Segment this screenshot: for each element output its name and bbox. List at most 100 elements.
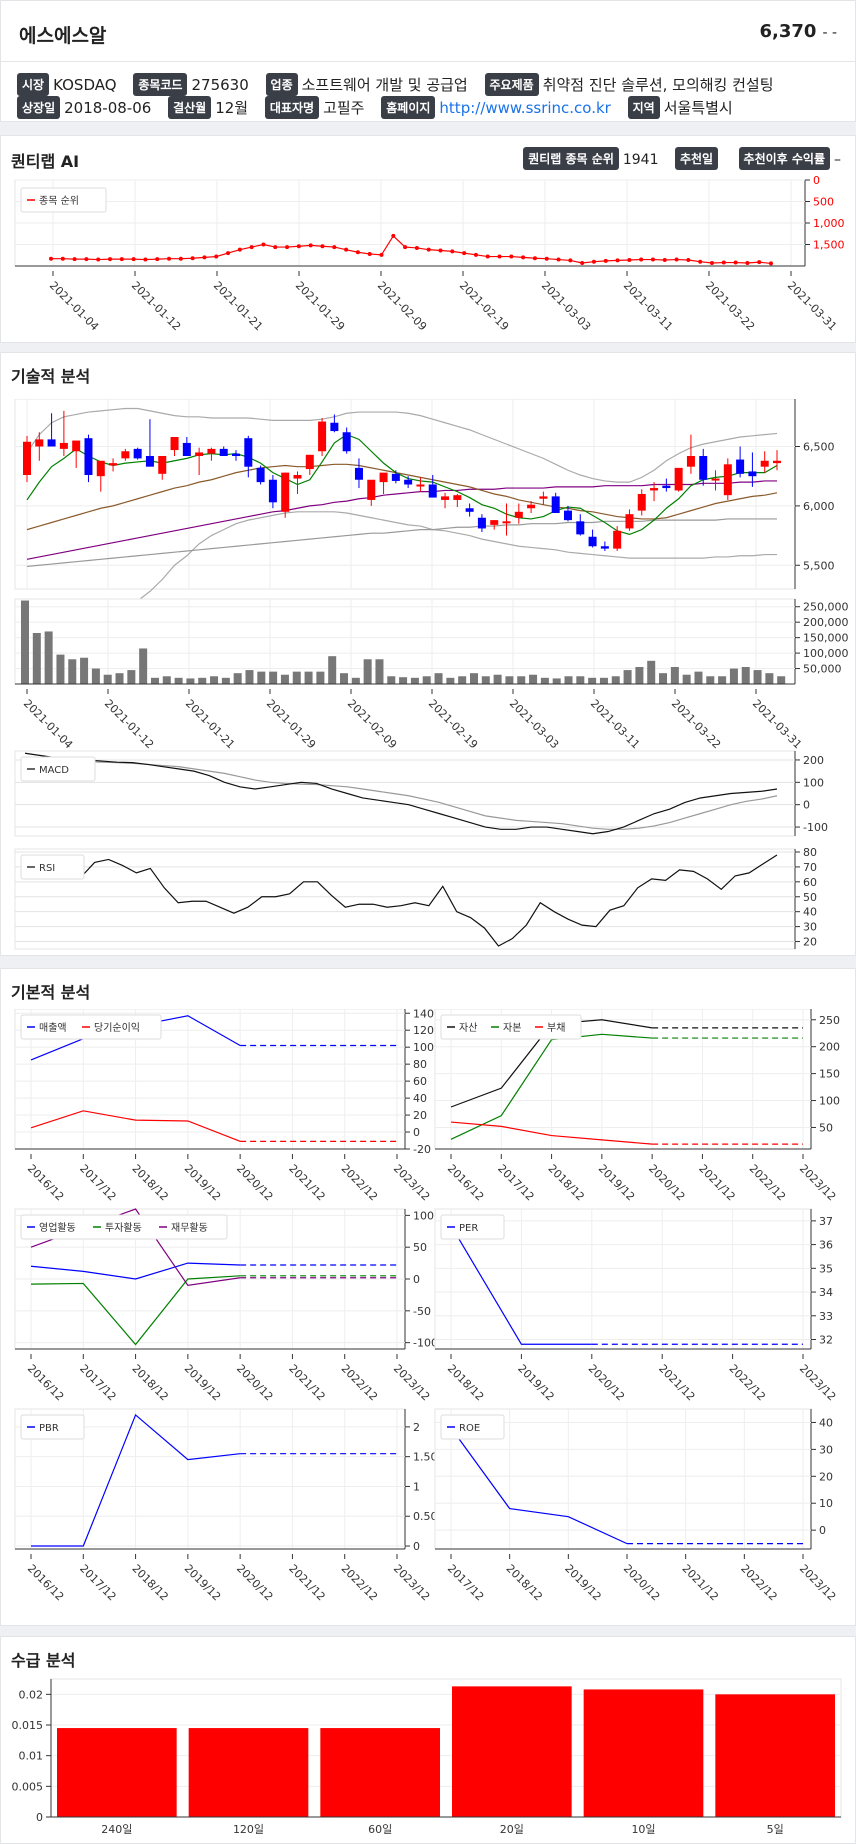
candle-body xyxy=(96,460,105,477)
ma20-line xyxy=(26,463,778,531)
volume-bar xyxy=(765,673,774,684)
volume-bar xyxy=(399,677,408,684)
supply-bar xyxy=(320,1728,440,1817)
return-value: – xyxy=(834,152,841,168)
revenue-income-y-tick-label: 140 xyxy=(413,1009,434,1020)
pbr-y-tick-label: 1 xyxy=(413,1480,420,1493)
homepage-link[interactable]: http://www.ssrinc.co.kr xyxy=(439,99,611,117)
candle-body xyxy=(711,478,720,481)
cashflow-legend-box xyxy=(20,1214,228,1240)
revenue-income-legend-label: 매출액 xyxy=(39,1022,67,1034)
revenue-income-y-tick-label: 40 xyxy=(413,1092,427,1105)
volume-bar xyxy=(56,654,65,684)
candle-body xyxy=(133,448,142,459)
volume-x-tick-label: 2021-01-12 xyxy=(102,697,156,751)
volume-y-tick-label: 250,000 xyxy=(803,601,849,614)
rank-x-tick-label: 2021-01-12 xyxy=(129,279,183,333)
rsi-line xyxy=(24,854,778,947)
revenue-income-y-tick-label: 20 xyxy=(413,1109,427,1122)
candle-y-tick-label: 6,000 xyxy=(803,500,835,513)
cashflow-legend-label: 투자활동 xyxy=(105,1221,142,1234)
volume-bar xyxy=(316,671,325,684)
candle-body xyxy=(477,517,486,529)
supply-y-tick-label: 0.02 xyxy=(19,1688,44,1701)
assets-y-tick-label: 250 xyxy=(819,1014,840,1027)
volume-bar xyxy=(446,677,455,684)
roe-y-tick-label: 20 xyxy=(819,1470,833,1483)
listing-date-value: 2018-08-06 xyxy=(64,99,152,117)
rank-point xyxy=(769,261,773,266)
rank-point xyxy=(639,257,644,262)
volume-bar xyxy=(540,677,549,684)
revenue-income-y-tick-label: -20 xyxy=(413,1143,431,1156)
candle-body xyxy=(416,484,425,487)
candle-body xyxy=(207,448,216,454)
per-y-tick-label: 36 xyxy=(819,1239,833,1252)
candle-body xyxy=(35,439,44,447)
header-divider xyxy=(1,61,855,62)
pbr-x-tick-label: 2020/12 xyxy=(234,1562,276,1604)
technical-card: 기술적 분석 5,500 6,000 6,500 50,000 100,000 150,0… xyxy=(0,352,856,956)
industry-value: 소프트웨어 개발 및 공급업 xyxy=(301,76,468,94)
cashflow-x-tick-label: 2020/12 xyxy=(234,1362,276,1404)
revenue-income-x-tick-label: 2021/12 xyxy=(286,1162,328,1204)
revenue-income-y-tick-label: 100 xyxy=(413,1041,434,1054)
rank-point xyxy=(332,245,337,250)
bollinger-lower-line xyxy=(26,511,777,632)
price-value: 6,370 xyxy=(759,21,817,42)
rank-point xyxy=(60,256,65,261)
candle-body xyxy=(490,520,499,525)
candle-body xyxy=(23,441,31,475)
revenue-income-x-tick-label: 2017/12 xyxy=(77,1162,119,1204)
pbr-y-tick-label: 1.50 xyxy=(413,1451,438,1464)
volume-bar xyxy=(599,677,608,684)
candle-body xyxy=(563,510,572,521)
assets-series-line xyxy=(450,1033,653,1140)
rank-point xyxy=(544,256,549,261)
rank-point xyxy=(72,257,77,262)
tag-industry: 업종 xyxy=(265,73,298,96)
pbr-x-tick-label: 2021/12 xyxy=(286,1562,328,1604)
candle-body xyxy=(613,530,622,549)
volume-bar xyxy=(564,676,573,684)
macd-frame xyxy=(14,750,796,837)
technical-chart: 5,500 6,000 6,500 50,000 100,000 150,000 200,0… xyxy=(14,399,849,950)
cashflow-x-tick-label: 2023/12 xyxy=(391,1362,433,1404)
assets-x-tick-label: 2022/12 xyxy=(747,1162,789,1204)
candle-body xyxy=(404,479,413,485)
volume-bar xyxy=(576,676,585,684)
supply-y-tick-label: 0.015 xyxy=(12,1719,44,1732)
volume-bar xyxy=(647,660,656,684)
per-y-tick-label: 32 xyxy=(819,1334,833,1347)
cashflow-x-tick-label: 2022/12 xyxy=(339,1362,381,1404)
rsi-frame xyxy=(14,848,796,950)
volume-bar xyxy=(32,633,41,684)
pbr-x-tick-label: 2019/12 xyxy=(182,1562,224,1604)
volume-bar xyxy=(694,671,703,684)
candle-body xyxy=(465,508,474,512)
revenue-income-x-tick-label: 2020/12 xyxy=(234,1162,276,1204)
region-value: 서울특별시 xyxy=(663,99,733,117)
cashflow-x-tick-label: 2018/12 xyxy=(129,1362,171,1404)
per-x-tick-label: 2023/12 xyxy=(797,1362,839,1404)
volume-bar xyxy=(280,674,289,684)
candle-body xyxy=(723,464,732,496)
volume-x-tick-label: 2021-03-03 xyxy=(507,697,561,751)
rank-point xyxy=(721,260,726,265)
rank-point xyxy=(532,256,537,261)
pbr-x-tick-label: 2018/12 xyxy=(129,1562,171,1604)
rank-point xyxy=(249,245,254,250)
assets-y-tick-label: 100 xyxy=(819,1095,840,1108)
rank-point xyxy=(108,257,113,262)
candle-body xyxy=(47,439,56,447)
rank-point xyxy=(190,256,195,261)
candle-body xyxy=(158,456,167,474)
candle-body xyxy=(699,456,708,480)
volume-bar xyxy=(257,671,266,684)
supply-title: 수급 분석 xyxy=(11,1651,76,1670)
candle-body xyxy=(736,459,745,474)
supply-y-tick-label: 0.01 xyxy=(19,1750,44,1763)
candle-body xyxy=(59,442,68,449)
rank-y-tick-label: 0 xyxy=(813,176,820,187)
revenue-income-x-tick-label: 2019/12 xyxy=(182,1162,224,1204)
